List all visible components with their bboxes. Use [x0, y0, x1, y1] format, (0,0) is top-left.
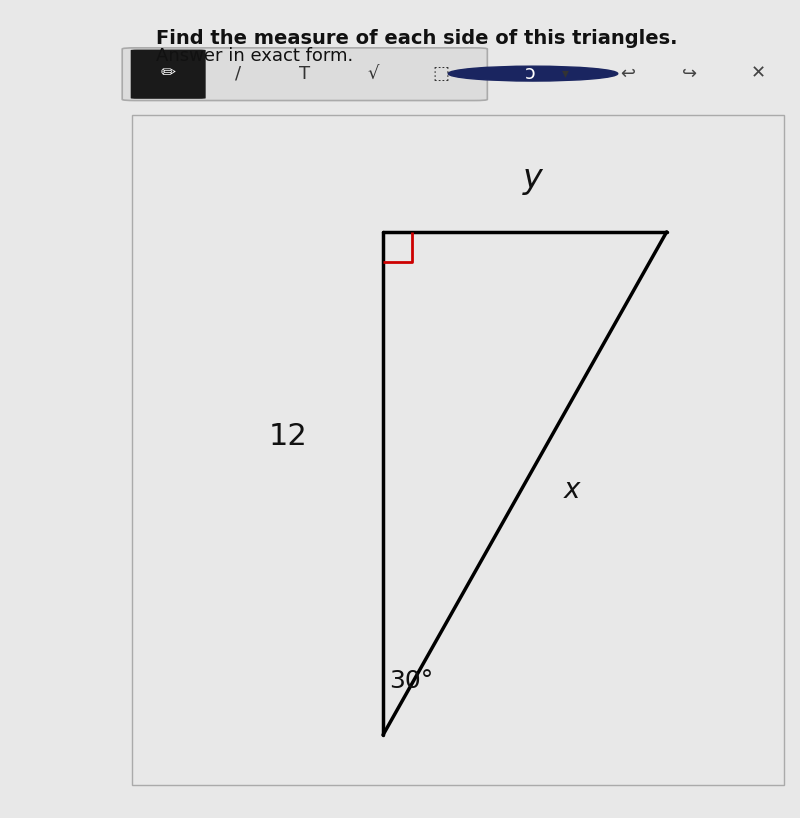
Text: Answer in exact form.: Answer in exact form.: [156, 47, 354, 65]
Text: ✕: ✕: [750, 65, 766, 83]
Text: 12: 12: [269, 422, 308, 451]
Text: ▾: ▾: [562, 66, 569, 81]
Text: ↪: ↪: [682, 65, 697, 83]
FancyBboxPatch shape: [130, 50, 206, 99]
Text: T: T: [299, 65, 310, 83]
Text: y: y: [523, 162, 543, 195]
Text: x: x: [564, 476, 580, 504]
Text: /: /: [235, 65, 242, 83]
Circle shape: [448, 66, 618, 81]
Text: Find the measure of each side of this triangles.: Find the measure of each side of this tr…: [156, 29, 678, 47]
Text: ✏: ✏: [160, 65, 175, 83]
Text: ⬚: ⬚: [432, 65, 449, 83]
FancyBboxPatch shape: [122, 47, 487, 101]
Text: √: √: [367, 65, 379, 83]
Text: ↄ: ↄ: [525, 64, 535, 83]
Text: 30°: 30°: [390, 669, 434, 694]
Text: ↩: ↩: [620, 65, 635, 83]
